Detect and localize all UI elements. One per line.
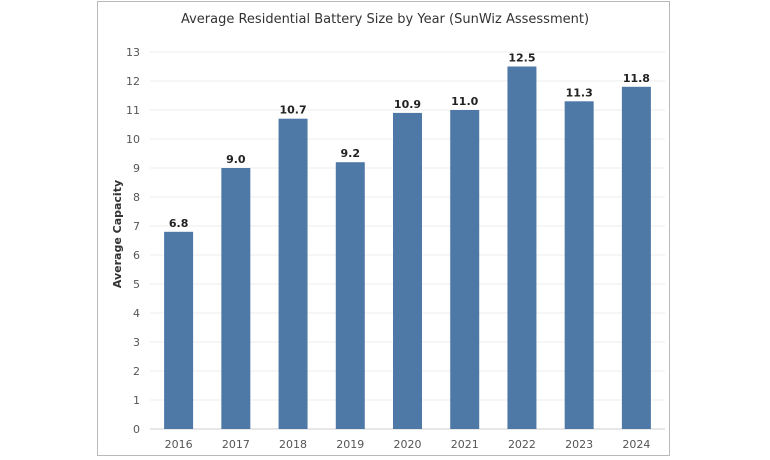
bar [564, 101, 594, 430]
x-tick-label: 2018 [279, 438, 307, 451]
data-labels: 6.8 9.0 10.7 9.2 10.9 11.0 12.5 11.3 11.8 [169, 52, 650, 230]
x-tick-label: 2022 [508, 438, 536, 451]
data-label: 12.5 [508, 52, 535, 65]
y-tick-label: 7 [133, 220, 140, 233]
y-tick-label: 11 [126, 104, 140, 117]
data-label: 11.0 [451, 95, 478, 108]
y-tick-label: 8 [133, 191, 140, 204]
bar [450, 110, 480, 429]
y-tick-label: 9 [133, 162, 140, 175]
y-tick-label: 0 [133, 423, 140, 436]
bar [393, 112, 422, 430]
data-label: 11.3 [566, 86, 593, 99]
bar [164, 231, 194, 429]
y-tick-label: 4 [133, 307, 140, 320]
data-label: 10.7 [279, 104, 306, 117]
data-label: 10.9 [394, 98, 421, 111]
x-axis-ticks: 2016 2017 2018 2019 2020 2021 2022 2023 2024 [165, 438, 651, 451]
bar [621, 86, 651, 430]
x-tick-label: 2020 [394, 438, 422, 451]
x-tick-label: 2016 [165, 438, 193, 451]
bar [507, 66, 537, 429]
x-tick-label: 2024 [622, 438, 650, 451]
y-tick-label: 2 [133, 365, 140, 378]
x-tick-label: 2019 [336, 438, 364, 451]
y-tick-label: 12 [126, 75, 140, 88]
data-label: 11.8 [623, 72, 650, 85]
bars [164, 66, 651, 430]
bar [278, 118, 308, 429]
y-tick-label: 6 [133, 249, 140, 262]
y-tick-label: 3 [133, 336, 140, 349]
x-tick-label: 2023 [565, 438, 593, 451]
bar [221, 168, 251, 429]
y-tick-label: 1 [133, 394, 140, 407]
y-tick-label: 10 [126, 133, 140, 146]
chart-title: Average Residential Battery Size by Year… [181, 12, 589, 27]
data-label: 6.8 [169, 217, 189, 230]
x-tick-label: 2017 [222, 438, 250, 451]
y-tick-label: 5 [133, 278, 140, 291]
bar [335, 162, 365, 429]
x-tick-label: 2021 [451, 438, 479, 451]
y-axis-label: Average Capacity [111, 180, 124, 288]
y-tick-label: 13 [126, 46, 140, 59]
data-label: 9.2 [341, 147, 361, 160]
data-label: 9.0 [226, 153, 246, 166]
